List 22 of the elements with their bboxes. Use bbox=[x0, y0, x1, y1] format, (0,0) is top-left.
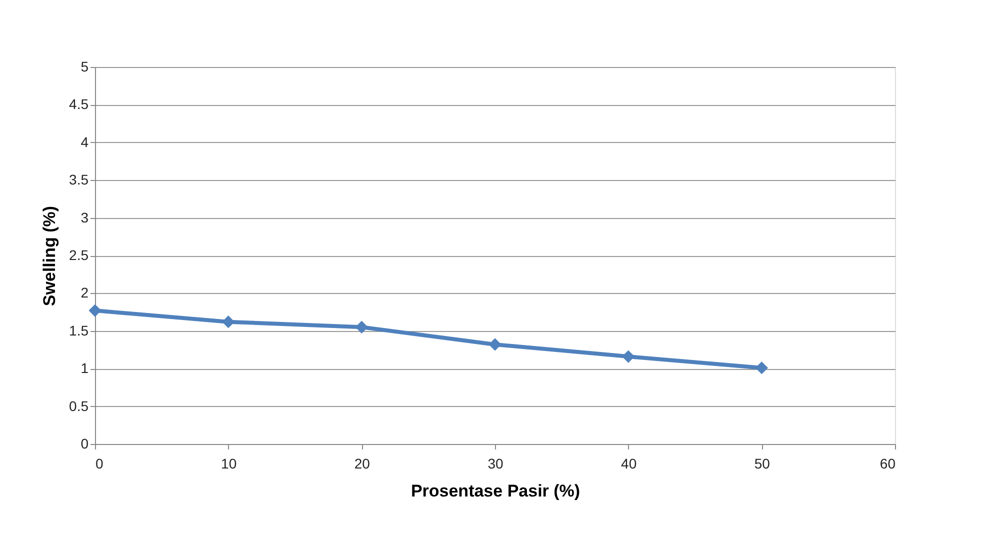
x-tick-label: 0 bbox=[96, 456, 104, 472]
y-tick-label: 0 bbox=[80, 436, 89, 452]
y-tick-label: 3 bbox=[80, 209, 89, 226]
y-tick-label: 1.5 bbox=[69, 322, 89, 338]
y-axis-title: Swelling (%) bbox=[40, 206, 60, 306]
y-tick-label: 1 bbox=[80, 360, 89, 376]
y-tick-label: 3.5 bbox=[69, 172, 89, 188]
x-tick-label: 40 bbox=[621, 456, 637, 472]
x-tick-label: 60 bbox=[880, 456, 896, 472]
y-tick-label: 4.5 bbox=[69, 96, 89, 112]
y-tick-label: 4 bbox=[80, 134, 89, 150]
y-tick-label: 5 bbox=[80, 58, 89, 74]
x-tick-label: 30 bbox=[488, 456, 504, 472]
x-tick-label: 20 bbox=[354, 456, 370, 472]
y-tick-label: 0.5 bbox=[69, 398, 89, 414]
x-tick-label: 50 bbox=[754, 456, 770, 472]
point bbox=[88, 304, 102, 317]
x-axis-title: Prosentase Pasir (%) bbox=[410, 482, 580, 500]
x-tick-label: 10 bbox=[221, 456, 237, 472]
y-tick-label: 2.5 bbox=[69, 247, 89, 263]
y-tick-label: 2 bbox=[80, 284, 89, 301]
point bbox=[488, 338, 502, 351]
